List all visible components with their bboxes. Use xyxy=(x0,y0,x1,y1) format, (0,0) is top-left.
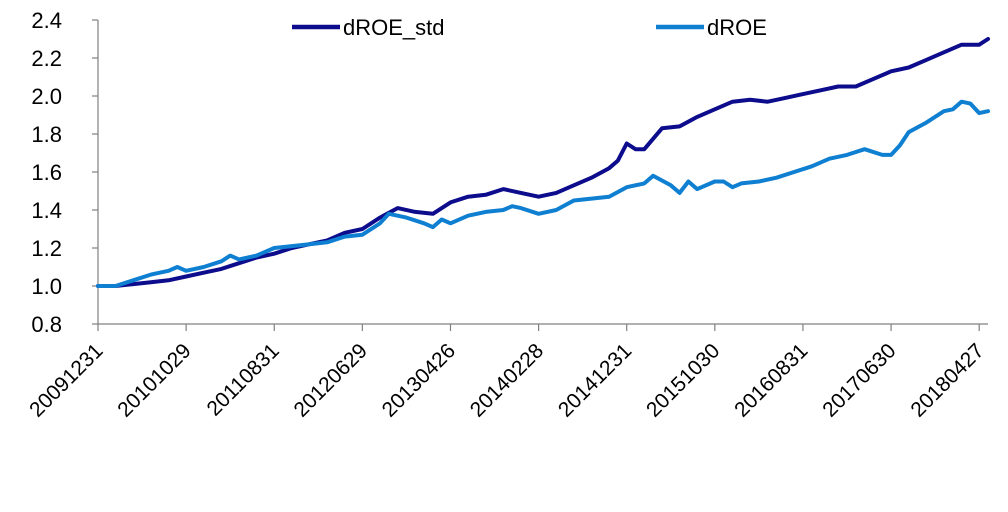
y-tick-label: 1.0 xyxy=(31,274,62,299)
y-axis-ticks: 0.8 1.0 1.2 1.4 1.6 1.8 2.0 2.2 2.4 xyxy=(31,8,98,337)
x-tick-label: 20141231 xyxy=(554,339,636,421)
x-tick-label: 20101029 xyxy=(113,339,195,421)
series-lines xyxy=(96,37,990,288)
legend-label-droe: dROE xyxy=(707,15,767,40)
x-tick-label: 20110831 xyxy=(203,339,284,420)
legend-item-droe: dROE xyxy=(656,15,767,40)
x-tick-label: 20120629 xyxy=(290,339,372,421)
series-line-droe xyxy=(96,99,990,288)
x-axis-ticks: 20091231 20101029 20110831 20120629 20130426… xyxy=(25,324,989,422)
x-tick-label: 20130426 xyxy=(378,339,460,421)
x-tick-label: 20170630 xyxy=(818,339,900,421)
y-tick-label: 1.8 xyxy=(31,122,62,147)
y-tick-label: 1.6 xyxy=(31,160,62,185)
y-tick-label: 2.4 xyxy=(31,8,62,33)
x-tick-label: 20160831 xyxy=(730,339,812,421)
legend: dROE_std dROE xyxy=(292,15,767,40)
y-tick-label: 2.2 xyxy=(31,46,62,71)
x-tick-label: 20091231 xyxy=(25,339,107,421)
axes xyxy=(97,20,988,325)
x-tick-label: 20140228 xyxy=(466,339,548,421)
series-line-droe-std xyxy=(96,37,990,288)
y-tick-label: 1.2 xyxy=(31,236,62,261)
y-tick-label: 2.0 xyxy=(31,84,62,109)
y-tick-label: 1.4 xyxy=(31,198,62,223)
x-tick-label: 20151030 xyxy=(642,339,724,421)
legend-label-droe-std: dROE_std xyxy=(343,15,445,40)
legend-item-droe-std: dROE_std xyxy=(292,15,445,40)
x-tick-label: 20180427 xyxy=(906,339,988,421)
y-tick-label: 0.8 xyxy=(31,312,62,337)
